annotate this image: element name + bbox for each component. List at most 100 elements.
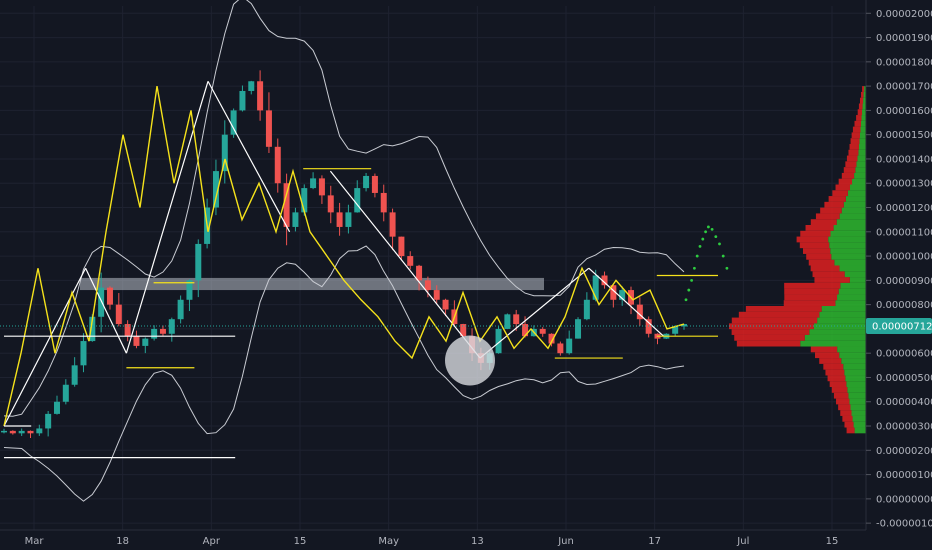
projection-dots	[684, 225, 729, 302]
volume-up-bar	[859, 132, 866, 139]
candle-body	[159, 328, 166, 334]
volume-down-bar	[851, 132, 860, 139]
highlight-circle	[445, 335, 495, 386]
trend-segment	[207, 80, 291, 233]
candle-body	[177, 299, 184, 320]
candle-body	[407, 256, 414, 266]
volume-up-bar	[856, 161, 866, 168]
volume-up-bar	[804, 334, 866, 341]
volume-down-bar	[805, 224, 834, 231]
volume-down-bar	[852, 126, 861, 133]
volume-up-bar	[800, 340, 866, 347]
volume-up-bar	[853, 421, 866, 428]
volume-down-bar	[836, 398, 850, 405]
candle-body	[363, 175, 370, 189]
candle-body	[80, 341, 87, 366]
projection-dot	[725, 266, 729, 270]
volume-down-bar	[833, 392, 849, 399]
volume-down-bar	[803, 248, 831, 254]
volume-down-bar	[838, 178, 853, 185]
volume-down-bar	[845, 161, 857, 168]
volume-up-bar	[841, 358, 866, 364]
volume-up-bar	[841, 207, 866, 214]
volume-down-bar	[843, 167, 856, 173]
volume-up-bar	[828, 236, 866, 243]
candle-body	[495, 328, 502, 354]
projection-dot	[721, 254, 725, 258]
x-tick-label: 17	[648, 536, 661, 547]
volume-down-bar	[784, 288, 839, 295]
projection-dot	[710, 227, 714, 231]
volume-up-bar	[838, 288, 866, 295]
volume-down-bar	[731, 329, 810, 335]
volume-up-bar	[843, 363, 866, 370]
current-price-tag-bg	[866, 317, 932, 334]
volume-up-bar	[861, 120, 866, 127]
volume-up-bar	[851, 410, 866, 416]
candle-body	[124, 324, 131, 337]
volume-down-bar	[815, 352, 840, 359]
volume-up-bar	[863, 97, 866, 104]
volume-down-bar	[736, 340, 801, 347]
volume-up-bar	[835, 300, 866, 307]
volume-up-bar	[844, 369, 866, 376]
candle-body	[301, 188, 308, 213]
candle-body	[248, 81, 255, 91]
x-tick-label: 15	[826, 536, 839, 547]
candle-body	[442, 299, 449, 310]
x-tick-label: Mar	[25, 536, 45, 547]
y-tick-label: 0.00000100	[876, 470, 932, 481]
candle-body	[336, 212, 343, 227]
y-tick-label: 0.00001100	[876, 227, 932, 238]
zigzag-path	[3, 85, 685, 427]
volume-up-bar	[847, 190, 866, 197]
candle-body	[53, 401, 60, 414]
x-axis: Mar 18 Apr 15 May 13 Jun 17 Jul 15	[25, 536, 839, 547]
candle-body	[9, 430, 16, 434]
projection-dot	[695, 254, 699, 258]
candle-body	[230, 110, 237, 135]
volume-up-bar	[839, 265, 866, 272]
candle-body	[424, 280, 431, 291]
projection-dot	[693, 266, 696, 270]
trend-segment	[588, 267, 665, 337]
volume-down-bar	[862, 86, 865, 92]
volume-up-bar	[849, 277, 866, 283]
trend-segment	[85, 267, 127, 354]
candle-body	[592, 275, 599, 300]
volume-up-bar	[858, 143, 866, 150]
y-tick-label: 0.00000900	[876, 276, 932, 287]
volume-up-bar	[840, 282, 866, 289]
candle-body	[212, 171, 219, 208]
candle-body	[557, 343, 564, 354]
y-tick-label: -0.00000100	[876, 519, 932, 530]
candle-body	[283, 183, 290, 227]
candle-body	[354, 188, 361, 213]
volume-down-bar	[840, 410, 852, 416]
volume-up-bar	[852, 415, 866, 422]
volume-up-bar	[846, 381, 866, 388]
candle-body	[433, 290, 440, 300]
volume-down-bar	[848, 149, 859, 156]
candle-body	[239, 90, 246, 111]
volume-profile	[728, 86, 866, 434]
volume-down-bar	[819, 358, 842, 364]
volume-down-bar	[857, 109, 863, 116]
volume-down-bar	[808, 259, 835, 266]
candle-body	[636, 304, 643, 320]
volume-down-bar	[831, 387, 848, 393]
volume-up-bar	[831, 253, 866, 260]
volume-up-bar	[829, 242, 866, 249]
volume-up-bar	[861, 115, 866, 121]
volume-down-bar	[745, 306, 822, 312]
volume-up-bar	[833, 224, 866, 231]
candle-body	[1, 430, 7, 433]
candle-body	[151, 328, 158, 339]
y-tick-label: 0.00002000	[876, 9, 932, 20]
x-tick-label: 18	[116, 536, 129, 547]
y-tick-label: 0.00000600	[876, 349, 932, 360]
y-tick-label: 0.00000400	[876, 397, 932, 408]
level-lines	[4, 168, 718, 459]
